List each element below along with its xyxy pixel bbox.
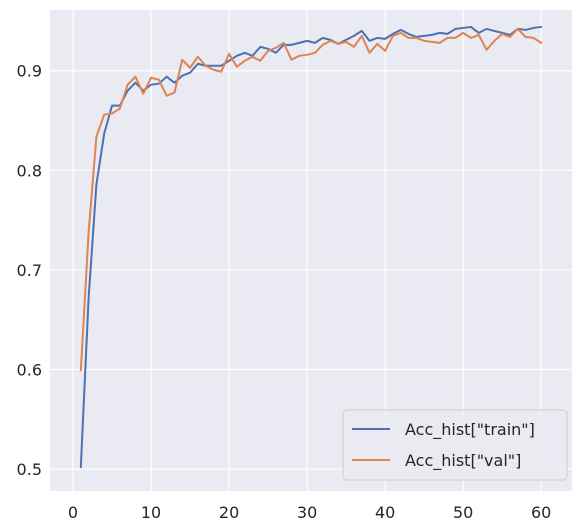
x-axis-tick-labels: 0 10 20 30 40 50 60 [68, 503, 551, 522]
y-tick-label-3: 0.8 [17, 161, 42, 180]
series-line-val [79, 27, 543, 372]
series-line-train [79, 25, 543, 469]
legend: Acc_hist["train"] Acc_hist["val"] [342, 409, 568, 481]
x-tick-label-20: 20 [219, 503, 239, 522]
x-tick-label-0: 0 [68, 503, 78, 522]
y-tick-label-1: 0.6 [17, 361, 42, 380]
x-tick-label-40: 40 [375, 503, 395, 522]
y-axis-tick-labels: 0.5 0.6 0.7 0.8 0.9 [17, 62, 42, 479]
y-tick-label-0: 0.5 [17, 460, 42, 479]
x-tick-label-50: 50 [453, 503, 473, 522]
y-tick-label-2: 0.7 [17, 261, 42, 280]
x-tick-label-60: 60 [531, 503, 551, 522]
legend-box [342, 409, 568, 481]
y-tick-label-4: 0.9 [17, 62, 42, 81]
x-tick-label-10: 10 [141, 503, 161, 522]
legend-label-val: Acc_hist["val"] [405, 451, 521, 471]
legend-label-train: Acc_hist["train"] [405, 420, 535, 440]
series-lines [79, 25, 543, 469]
horizontal-gridlines [50, 70, 572, 470]
x-tick-label-30: 30 [297, 503, 317, 522]
